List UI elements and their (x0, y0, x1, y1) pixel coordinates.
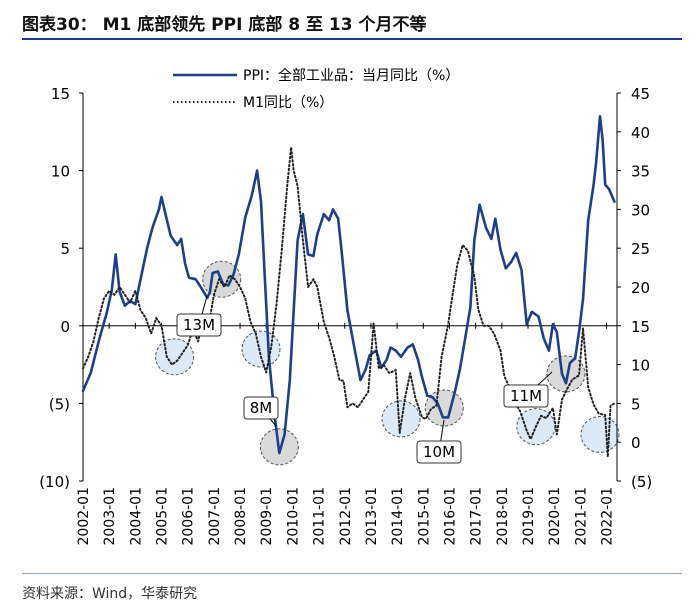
annotation-circle (546, 355, 586, 393)
x-tick-label: 2006-01 (181, 487, 197, 546)
x-tick-label: 2019-01 (521, 487, 537, 546)
x-tick-label: 2002-01 (76, 487, 92, 546)
chart-title: 图表30： M1 底部领先 PPI 底部 8 至 13 个月不等 (22, 15, 427, 35)
y-right-tick-label: 25 (631, 240, 650, 258)
x-tick-label: 2003-01 (102, 487, 118, 546)
y-right-tick-label: 30 (631, 201, 650, 219)
annotation-label: 13M (183, 316, 215, 334)
source-note: 资料来源：Wind，华泰研究 (22, 586, 198, 602)
y-left-tick-label: 5 (60, 240, 70, 258)
annotation-circle (580, 415, 620, 453)
x-tick-label: 2018-01 (495, 487, 511, 546)
y-right-tick-label: 20 (631, 279, 650, 297)
chart-legend: PPI：全部工业品：当月同比（%） M1同比（%） (173, 67, 459, 111)
y-right-tick-label: 5 (631, 395, 641, 413)
x-tick-label: 2011-01 (312, 487, 328, 546)
y-right-tick-label: 45 (631, 85, 650, 103)
legend-m1-label: M1同比（%） (243, 95, 333, 111)
annotation-label-box (416, 440, 462, 464)
y-right-tick-label: 40 (631, 124, 650, 142)
annotation-label: 11M (510, 387, 542, 405)
line-chart: 15 10 5 0 (5) (10) 45 40 35 30 25 20 15 10 5 0 (5) 2002-0… (39, 67, 652, 546)
x-tick-label: 2004-01 (128, 487, 144, 546)
y-right-tick-label: 10 (631, 357, 650, 375)
x-tick-label: 2005-01 (155, 487, 171, 546)
annotation-label-box (503, 384, 549, 408)
y-left-tick-label: 15 (51, 85, 70, 103)
annotation-label: 10M (423, 443, 455, 461)
x-tick-label: 2009-01 (259, 487, 275, 546)
y-left-tick-label: (10) (39, 473, 70, 491)
title-underline (22, 38, 682, 40)
annotation-labels: 13M 8M 10M 11M (176, 295, 553, 464)
annotation-label-box (176, 313, 222, 337)
x-tick-label: 2021-01 (573, 487, 589, 546)
x-tick-label: 2016-01 (442, 487, 458, 546)
x-tick-label: 2008-01 (233, 487, 249, 546)
annotation-circles (155, 260, 620, 466)
legend-ppi-label: PPI：全部工业品：当月同比（%） (243, 67, 459, 84)
x-tick-label: 2010-01 (285, 487, 301, 546)
y-right-tick-label: 15 (631, 318, 650, 336)
m1-series-line (82, 146, 616, 458)
y-left-tick-label: 10 (51, 163, 70, 181)
chart-series (81, 115, 616, 458)
x-tick-label: 2007-01 (207, 487, 223, 546)
x-tick-label: 2017-01 (469, 487, 485, 545)
annotation-circle (241, 330, 281, 368)
x-tick-label: 2014-01 (390, 487, 406, 546)
y-left-tick-label: 0 (60, 318, 70, 336)
x-tick-label: 2022-01 (600, 487, 616, 546)
ppi-series-line (81, 115, 616, 455)
footer-rule (22, 573, 682, 574)
x-tick-label: 2012-01 (338, 487, 354, 546)
y-right-tick-label: 0 (631, 434, 641, 452)
chart-axes: 15 10 5 0 (5) (10) 45 40 35 30 25 20 15 10 5 0 (5) 2002-0… (39, 85, 652, 546)
annotation-label: 8M (250, 399, 273, 417)
x-tick-label: 2013-01 (364, 487, 380, 546)
y-right-tick-label: 35 (631, 163, 650, 181)
annotation-label-box (243, 396, 279, 420)
y-right-tick-label: (5) (631, 473, 652, 491)
x-tick-label: 2015-01 (416, 487, 432, 546)
y-left-tick-label: (5) (49, 395, 70, 413)
x-tick-label: 2020-01 (547, 487, 563, 546)
